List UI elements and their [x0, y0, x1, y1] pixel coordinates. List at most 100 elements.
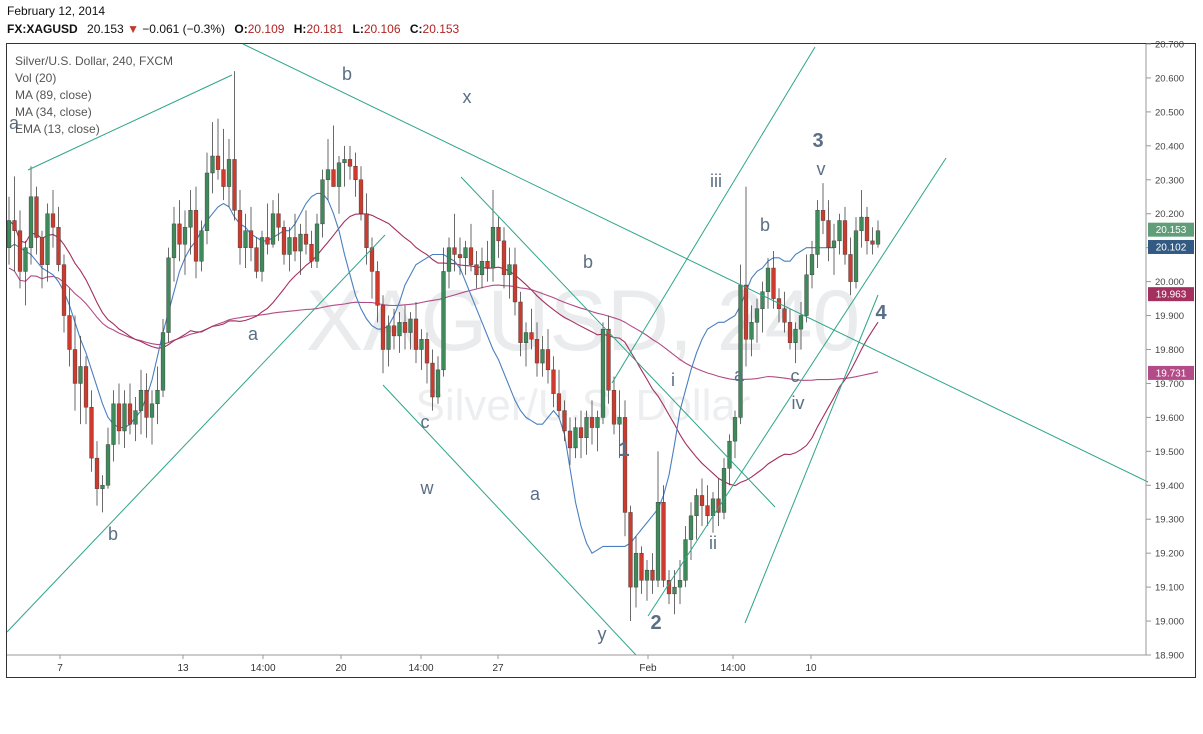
candle-body [160, 332, 166, 391]
x-tick-label: 20 [335, 663, 347, 674]
candle-body [237, 210, 243, 248]
trendline [27, 74, 233, 171]
candle-body [655, 502, 661, 581]
candle-body [545, 349, 551, 371]
candle-body [804, 274, 809, 316]
quote-line: FX:XAGUSD 20.153 ▼ −0.061 (−0.3%) O:20.1… [7, 22, 459, 36]
candle-body [116, 403, 122, 432]
wave-label: b [760, 215, 770, 235]
indicator-ema13[interactable]: EMA (13, close) [15, 122, 100, 136]
candle-body [122, 403, 127, 432]
candle-body [204, 172, 210, 231]
low-value: 20.106 [363, 22, 401, 36]
indicator-vol[interactable]: Vol (20) [15, 71, 57, 85]
candle-body [479, 261, 485, 276]
candle-body [875, 230, 881, 245]
y-tick-label: 19.800 [1155, 345, 1184, 356]
candle-body [397, 322, 402, 337]
candle-body [226, 159, 232, 187]
close-value: 20.153 [422, 22, 460, 36]
candle-body [589, 417, 595, 428]
wave-label: iv [792, 393, 805, 413]
candle-body [496, 227, 501, 242]
candle-body [721, 468, 727, 513]
symbol[interactable]: FX:XAGUSD [7, 22, 78, 36]
candle-body [837, 220, 842, 242]
plot-frame [6, 43, 1196, 678]
candle-body [787, 322, 793, 343]
y-tick-label: 20.400 [1155, 141, 1184, 152]
candle-body [820, 210, 826, 221]
candle-body [353, 165, 358, 180]
axes: 20.700 20.600 20.500 20.400 20.300 20.200 20.1… [7, 40, 1194, 674]
low-label: L: [352, 22, 364, 36]
candle-body [23, 247, 28, 272]
indicator-ma34[interactable]: MA (34, close) [15, 105, 92, 119]
candle-body [573, 427, 578, 449]
y-tick-label: 20.700 [1155, 40, 1184, 51]
candle-body [765, 267, 771, 292]
trendline [6, 234, 386, 633]
last-price-tag-text: 20.153 [1156, 225, 1187, 236]
candle-body [435, 369, 441, 398]
wave-label: y [598, 624, 607, 644]
candle-body [17, 230, 23, 272]
candle-body [298, 233, 303, 252]
candle-body [248, 230, 254, 248]
candle-body [347, 159, 353, 167]
candle-body [259, 237, 265, 272]
candle-body [193, 210, 199, 262]
candle-body [182, 227, 188, 245]
candles [6, 71, 881, 622]
candle-body [331, 169, 336, 187]
candle-body [859, 216, 864, 231]
wave-label: a [248, 324, 259, 344]
candle-body [39, 237, 45, 265]
wave-label: c [421, 412, 430, 432]
candle-body [391, 325, 397, 337]
indicator-ma89[interactable]: MA (89, close) [15, 88, 92, 102]
y-tick-label: 19.100 [1155, 583, 1184, 594]
trendline [611, 46, 816, 384]
candle-body [727, 440, 732, 469]
candle-body [314, 223, 320, 262]
candle-body [144, 390, 149, 418]
candle-body [611, 390, 617, 425]
candle-body [303, 233, 309, 245]
ma34-price-tag [1148, 287, 1194, 302]
trendline [744, 294, 879, 624]
trendline [382, 384, 637, 656]
candle-body [72, 349, 78, 384]
candle-body [754, 308, 760, 323]
candle-body [562, 410, 567, 432]
wave-label: 4 [875, 302, 887, 324]
watermark-symbol: XAGUSD, 240 [306, 273, 860, 369]
candle-body [408, 318, 413, 333]
candle-body [133, 410, 138, 425]
wave-label: ii [709, 533, 717, 553]
wave-label: c [791, 366, 800, 386]
y-tick-label: 19.300 [1155, 515, 1184, 526]
candle-body [831, 240, 837, 248]
candle-body [45, 213, 50, 265]
x-tick-label: 10 [805, 663, 817, 674]
candle-body [474, 264, 479, 276]
candle-body [578, 427, 584, 438]
y-tick-label: 19.700 [1155, 379, 1184, 390]
candle-body [402, 322, 408, 333]
candle-body [771, 267, 776, 299]
trendline [242, 43, 1149, 483]
candle-body [380, 305, 386, 350]
y-tick-label: 19.600 [1155, 413, 1184, 424]
candle-body [567, 430, 573, 449]
candle-body [705, 505, 710, 517]
candle-body [364, 213, 369, 248]
wave-label: w [420, 478, 435, 498]
candle-body [375, 271, 380, 306]
x-tick-label: Feb [639, 663, 657, 674]
candle-body [424, 339, 430, 364]
indicator-title[interactable]: Silver/U.S. Dollar, 240, FXCM [15, 54, 174, 68]
candle-body [793, 328, 798, 343]
high-label: H: [293, 22, 307, 36]
